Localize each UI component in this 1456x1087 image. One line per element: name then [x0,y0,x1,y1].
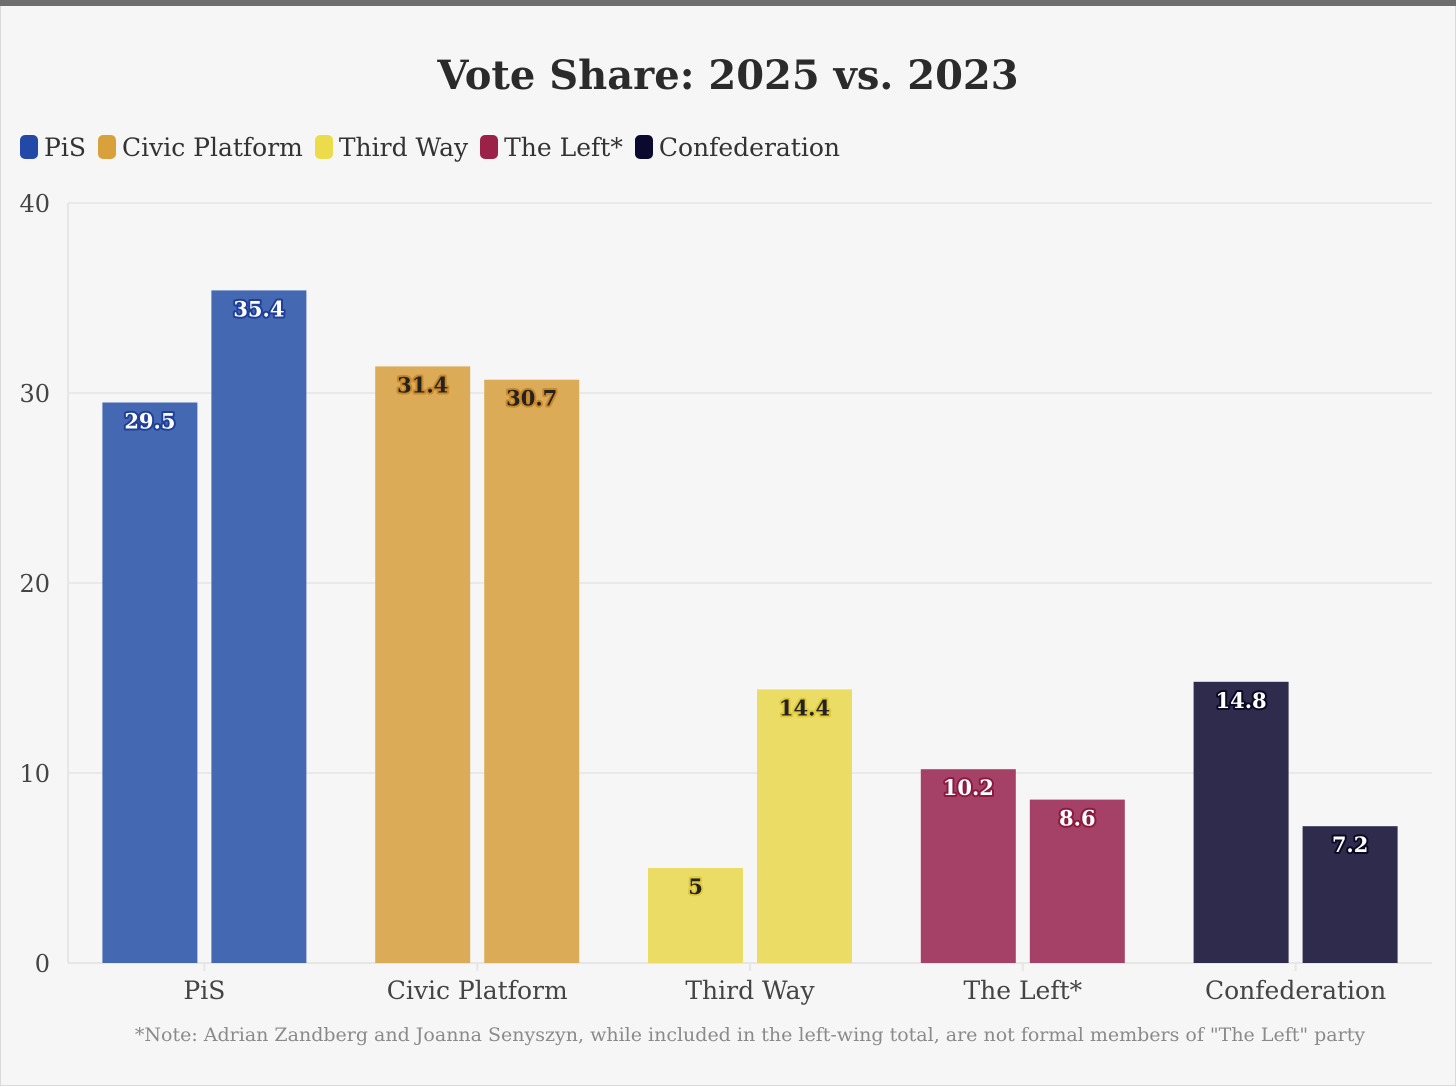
bar-value-label: 31.4 [397,372,448,397]
bar-value-label: 10.2 [943,775,994,800]
y-tick-label: 40 [19,190,50,218]
x-tick-label: Confederation [1205,976,1386,1005]
y-tick-label: 20 [19,570,50,598]
legend-swatch-1 [97,135,116,159]
bar-value-label: 5 [688,874,703,899]
legend-item-3[interactable]: The Left* [480,133,623,162]
y-tick-label: 10 [19,760,50,788]
bar-value-label: 35.4 [233,296,284,321]
bar-0-0 [102,402,198,963]
legend-swatch-4 [634,135,653,159]
bar-1-1 [484,379,580,963]
bar-1-0 [375,366,471,963]
bar-3-0 [920,769,1016,963]
y-tick-label: 30 [19,380,50,408]
top-border [0,0,1456,6]
x-tick-label: The Left* [963,976,1082,1005]
legend-label-1: Civic Platform [121,132,303,162]
bar-2-1 [757,689,852,963]
bar-4-0 [1193,681,1289,963]
bar-0-1 [211,290,307,963]
bar-4-1 [1302,826,1398,963]
y-tick-label: 0 [35,950,50,978]
chart-title: Vote Share: 2025 vs. 2023 [437,52,1019,99]
legend-label-2: Third Way [338,132,469,162]
legend-item-4[interactable]: Confederation [634,132,841,162]
legend-label-0: PiS [44,132,86,162]
bar-value-label: 7.2 [1332,832,1369,857]
legend-item-2[interactable]: Third Way [314,132,469,162]
footnote: *Note: Adrian Zandberg and Joanna Senysz… [134,1024,1366,1046]
x-tick-label: PiS [183,976,225,1005]
legend: PiS Civic Platform Third Way The Left* Confe… [20,130,852,164]
legend-label-3: The Left* [504,132,623,162]
bar-2-0 [648,868,743,963]
legend-label-4: Confederation [658,132,841,162]
legend-swatch-0 [20,135,38,159]
bar-value-label: 8.6 [1059,806,1096,831]
x-tick-label: Civic Platform [387,976,568,1005]
legend-swatch-3 [480,135,499,159]
legend-swatch-2 [314,135,333,159]
x-tick-label: Third Way [685,976,815,1005]
bar-value-label: 14.4 [779,695,830,720]
legend-item-1[interactable]: Civic Platform [97,132,303,162]
bar-value-label: 29.5 [124,409,175,434]
bar-value-label: 30.7 [506,386,557,411]
bar-value-label: 14.8 [1216,688,1267,713]
bar-3-1 [1029,799,1125,963]
legend-item-0[interactable]: PiS [20,133,86,162]
